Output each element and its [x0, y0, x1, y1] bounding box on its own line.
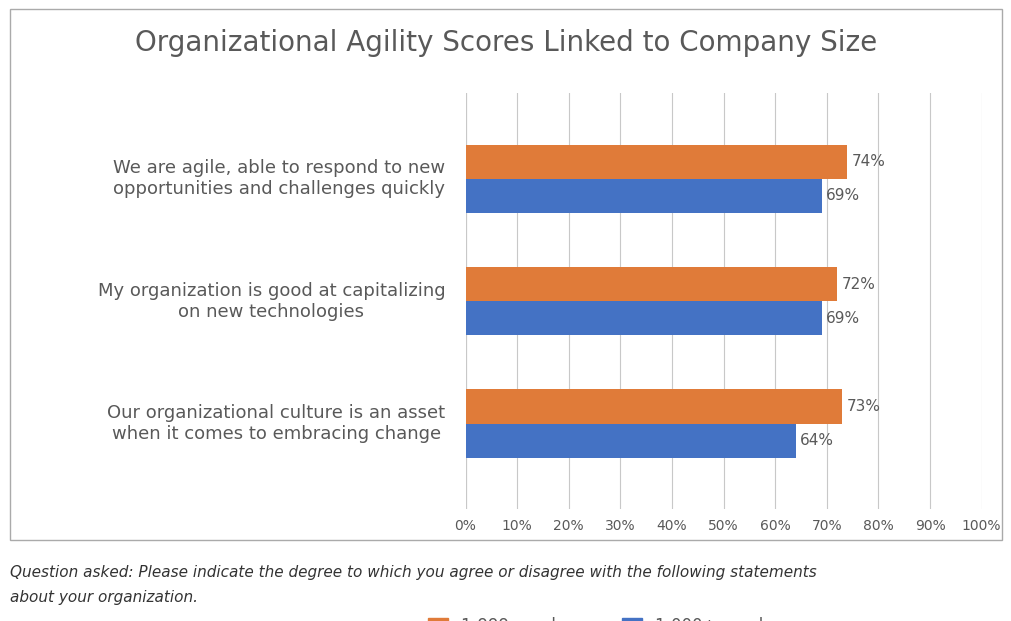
Text: Organizational Agility Scores Linked to Company Size: Organizational Agility Scores Linked to … — [134, 29, 877, 58]
Text: about your organization.: about your organization. — [10, 590, 198, 605]
Bar — [465, 267, 836, 301]
Text: 74%: 74% — [850, 154, 885, 169]
Text: My organization is good at capitalizing
on new technologies: My organization is good at capitalizing … — [97, 282, 445, 320]
Text: We are agile, able to respond to new
opportunities and challenges quickly: We are agile, able to respond to new opp… — [113, 160, 445, 198]
Text: Our organizational culture is an asset
when it comes to embracing change: Our organizational culture is an asset w… — [107, 404, 445, 443]
Bar — [465, 179, 821, 213]
Text: Question asked: Please indicate the degree to which you agree or disagree with t: Question asked: Please indicate the degr… — [10, 565, 816, 580]
Text: 72%: 72% — [840, 276, 875, 291]
Text: 69%: 69% — [825, 188, 859, 204]
Text: 64%: 64% — [799, 433, 833, 448]
Legend: 1-999 employees, 1,000+ employees: 1-999 employees, 1,000+ employees — [420, 609, 820, 621]
Text: 69%: 69% — [825, 311, 859, 326]
Text: 73%: 73% — [845, 399, 880, 414]
Bar — [465, 145, 846, 179]
Bar — [465, 424, 795, 458]
Bar — [465, 389, 841, 424]
Bar — [465, 301, 821, 335]
